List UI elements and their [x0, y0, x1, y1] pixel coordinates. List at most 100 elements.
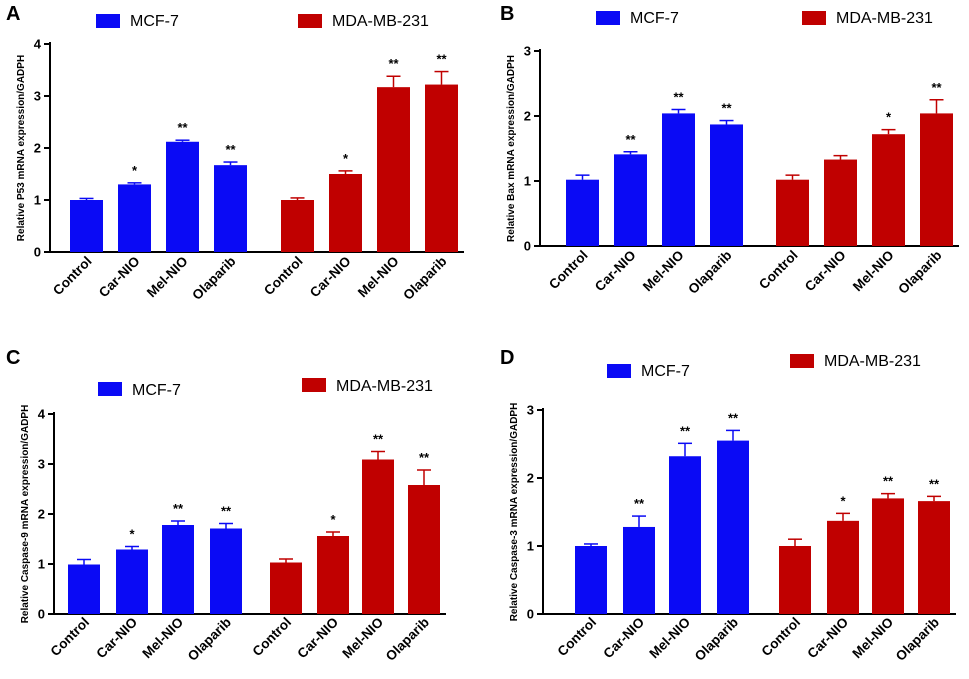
- legend-label-mda: MDA-MB-231: [336, 378, 433, 395]
- category-label: Mel-NIO: [339, 615, 386, 662]
- category-label: Control: [555, 615, 600, 660]
- panel-letter: C: [6, 347, 20, 369]
- y-tick-label: 0: [34, 245, 41, 260]
- y-tick-label: 0: [38, 607, 45, 622]
- bar-mda-car-nio: [317, 536, 349, 614]
- legend-swatch-mda: [802, 11, 826, 25]
- significance-label: **: [419, 450, 430, 465]
- bar-mda-car-nio: [329, 174, 362, 252]
- bar-mcf7-car-nio: [116, 549, 148, 614]
- y-tick-label: 0: [524, 239, 531, 254]
- y-tick-label: 3: [38, 457, 45, 472]
- significance-label: *: [886, 110, 892, 125]
- bar-mda-mel-nio: [362, 459, 394, 614]
- bar-mda-olaparib: [920, 113, 953, 247]
- bar-mcf7-mel-nio: [166, 141, 199, 252]
- y-tick-label: 2: [34, 141, 41, 156]
- chart-panel-d: D MCF-7 MDA-MB-231 0 1 2 3 Relative Caspase-3 m…: [500, 347, 956, 664]
- bar-mda-olaparib: [918, 501, 950, 614]
- bar-mda-mel-nio: [377, 87, 410, 252]
- bar-mcf7-olaparib: [710, 124, 743, 246]
- bar-mda-control: [776, 179, 809, 246]
- category-label: Car-NIO: [307, 254, 354, 301]
- y-tick-label: 2: [527, 471, 534, 486]
- y-tick-label: 0: [527, 607, 534, 622]
- significance-label: **: [373, 432, 384, 447]
- legend-swatch-mcf7: [96, 14, 120, 28]
- category-label: Mel-NIO: [850, 248, 897, 295]
- legend-label-mcf7: MCF-7: [132, 382, 181, 399]
- category-label: Mel-NIO: [849, 615, 896, 662]
- significance-label: *: [840, 493, 846, 508]
- category-label: Mel-NIO: [139, 615, 186, 662]
- category-label: Car-NIO: [802, 248, 849, 295]
- bar-mda-car-nio: [824, 159, 857, 246]
- y-tick-label: 1: [38, 557, 45, 572]
- legend-swatch-mcf7: [596, 11, 620, 25]
- bar-mcf7-olaparib: [210, 528, 242, 614]
- y-tick-label: 4: [34, 37, 42, 52]
- legend-label-mcf7: MCF-7: [641, 363, 690, 380]
- legend-swatch-mda: [790, 354, 814, 368]
- category-label: Car-NIO: [600, 615, 647, 662]
- bar-mda-control: [270, 562, 302, 614]
- category-label: Olaparib: [185, 615, 234, 664]
- bar-mcf7-car-nio: [614, 154, 647, 246]
- significance-label: **: [883, 474, 894, 489]
- significance-label: **: [225, 142, 236, 157]
- category-label: Mel-NIO: [355, 254, 402, 301]
- category-label: Olaparib: [685, 248, 734, 297]
- y-tick-label: 1: [527, 539, 534, 554]
- y-axis-title: Relative Caspase-3 mRNA expression/GADPH: [509, 403, 520, 622]
- bar-mda-control: [779, 546, 811, 614]
- bar-mda-mel-nio: [872, 134, 905, 246]
- category-label: Control: [48, 615, 93, 660]
- bar-mcf7-olaparib: [717, 440, 749, 614]
- bar-mcf7-mel-nio: [162, 525, 194, 614]
- y-tick-label: 2: [524, 109, 531, 124]
- y-tick-label: 2: [38, 507, 45, 522]
- category-label: Control: [50, 254, 95, 299]
- category-label: Mel-NIO: [144, 254, 191, 301]
- bar-mda-olaparib: [408, 485, 440, 614]
- category-label: Olaparib: [383, 615, 432, 664]
- y-axis-title: Relative P53 mRNA expression/GADPH: [16, 55, 27, 241]
- legend-swatch-mda: [298, 14, 322, 28]
- legend-label-mcf7: MCF-7: [630, 10, 679, 27]
- category-label: Car-NIO: [93, 615, 140, 662]
- bar-mcf7-control: [575, 546, 607, 614]
- bar-mcf7-mel-nio: [662, 113, 695, 247]
- panel-letter: D: [500, 347, 514, 369]
- y-axis-title: Relative Bax mRNA expression/GADPH: [506, 55, 517, 242]
- category-label: Control: [546, 248, 591, 293]
- category-label: Olaparib: [692, 615, 741, 664]
- bar-mcf7-car-nio: [118, 184, 151, 252]
- significance-label: **: [929, 476, 940, 491]
- y-tick-label: 3: [34, 89, 41, 104]
- category-label: Olaparib: [189, 254, 238, 303]
- significance-label: **: [177, 120, 188, 135]
- legend-label-mda: MDA-MB-231: [824, 353, 921, 370]
- y-tick-label: 1: [524, 174, 531, 189]
- y-tick-label: 4: [38, 407, 46, 422]
- y-tick-label: 3: [524, 44, 531, 59]
- bar-mda-mel-nio: [872, 498, 904, 614]
- bar-mda-car-nio: [827, 520, 859, 614]
- significance-label: **: [721, 101, 732, 116]
- significance-label: **: [634, 496, 645, 511]
- category-label: Olaparib: [400, 254, 449, 303]
- legend-label-mcf7: MCF-7: [130, 13, 179, 30]
- category-label: Car-NIO: [294, 615, 341, 662]
- significance-label: **: [436, 52, 447, 67]
- significance-label: **: [931, 80, 942, 95]
- legend-swatch-mcf7: [607, 364, 631, 378]
- category-label: Control: [250, 615, 295, 660]
- legend-swatch-mda: [302, 378, 326, 392]
- category-label: Mel-NIO: [640, 248, 687, 295]
- bar-mcf7-control: [70, 200, 103, 252]
- panel-letter: A: [6, 3, 20, 25]
- significance-label: **: [680, 423, 691, 438]
- y-tick-label: 1: [34, 193, 41, 208]
- category-label: Control: [759, 615, 804, 660]
